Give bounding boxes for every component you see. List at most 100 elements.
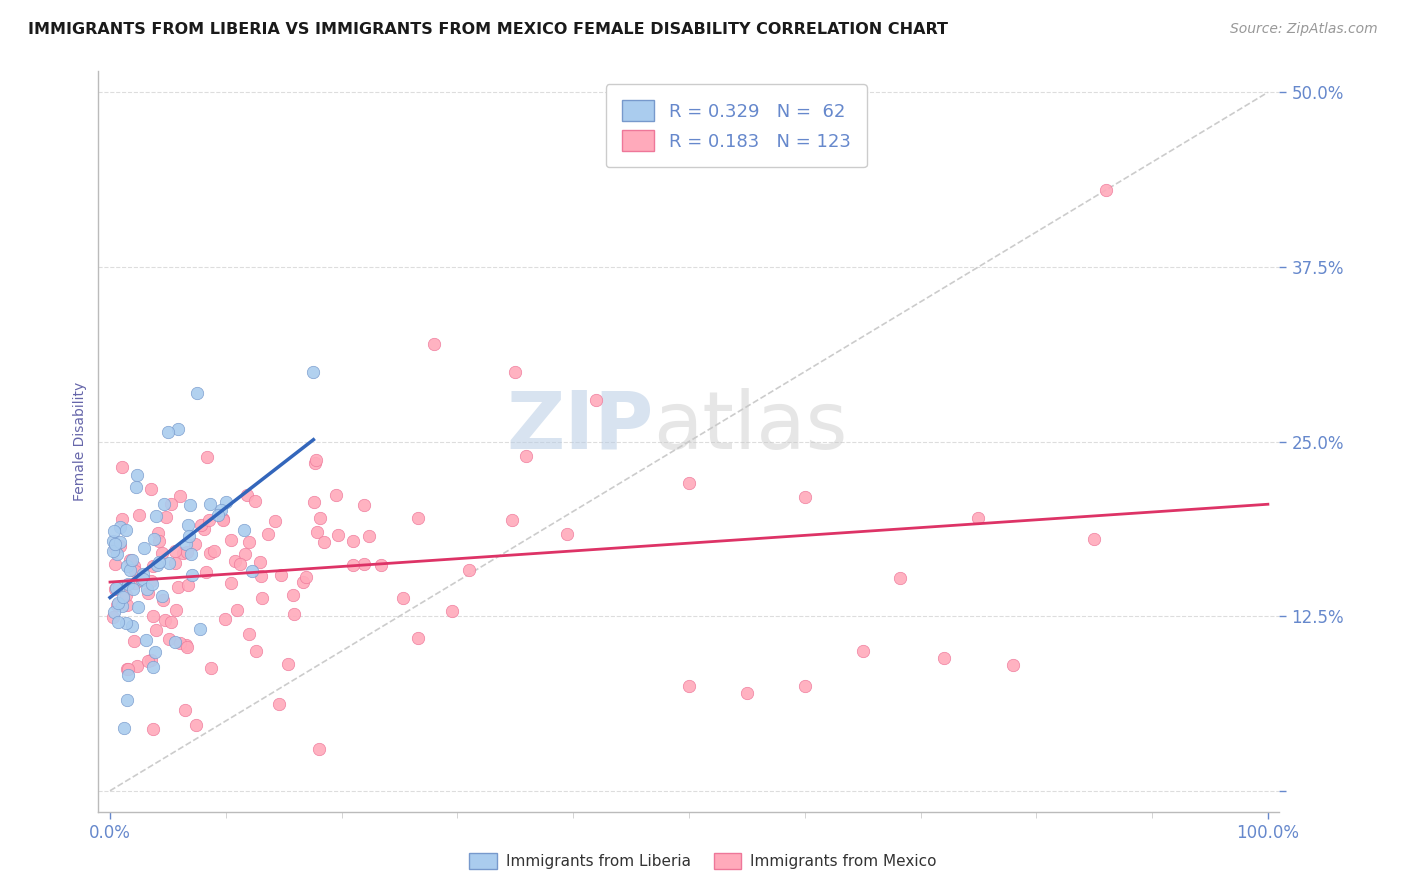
Point (128, 508, 150, 522)
Point (132, 572, 155, 586)
Point (219, 533, 242, 547)
Point (167, 422, 190, 436)
Point (294, 570, 316, 584)
Point (145, 558, 167, 573)
Point (152, 593, 174, 607)
Point (115, 616, 138, 631)
Point (110, 520, 132, 534)
Point (304, 456, 326, 470)
Point (292, 574, 315, 589)
Point (325, 488, 347, 502)
Point (104, 558, 127, 572)
Point (932, 651, 955, 665)
Point (200, 661, 222, 675)
Point (135, 582, 157, 597)
Point (131, 573, 153, 587)
Point (111, 511, 134, 525)
Point (176, 518, 198, 533)
Point (1083, 533, 1105, 547)
Point (172, 546, 194, 560)
Point (238, 534, 260, 549)
Point (233, 547, 256, 561)
Point (173, 703, 195, 717)
Point (136, 654, 159, 668)
Point (353, 498, 375, 512)
Point (186, 385, 208, 400)
Point (122, 582, 145, 596)
Point (243, 493, 266, 508)
Point (103, 534, 125, 549)
Legend: R = 0.329   N =  62, R = 0.183   N = 123: R = 0.329 N = 62, R = 0.183 N = 123 (606, 84, 868, 168)
Point (236, 488, 259, 502)
Point (176, 640, 198, 654)
Point (277, 657, 299, 671)
Point (115, 559, 138, 574)
Point (163, 543, 186, 558)
Point (143, 645, 166, 659)
Point (122, 559, 145, 574)
Point (501, 513, 523, 527)
Point (108, 539, 131, 553)
Point (195, 450, 218, 464)
Point (142, 659, 165, 673)
Point (207, 508, 229, 523)
Point (257, 526, 280, 541)
Point (852, 644, 875, 658)
Point (142, 532, 165, 546)
Point (406, 511, 429, 525)
Point (142, 609, 165, 624)
Point (142, 558, 165, 573)
Point (134, 541, 156, 556)
Point (180, 568, 202, 582)
Point (157, 556, 180, 570)
Point (250, 591, 273, 606)
Point (104, 582, 127, 596)
Point (188, 622, 211, 636)
Point (1002, 658, 1025, 673)
Point (135, 632, 157, 647)
Point (440, 604, 463, 618)
Point (121, 553, 143, 567)
Point (174, 537, 197, 551)
Point (198, 513, 221, 527)
Point (152, 498, 174, 512)
Point (678, 476, 700, 491)
Legend: Immigrants from Liberia, Immigrants from Mexico: Immigrants from Liberia, Immigrants from… (463, 847, 943, 875)
Point (110, 534, 132, 549)
Point (967, 511, 990, 525)
Point (117, 577, 139, 591)
Point (238, 627, 260, 641)
Point (555, 526, 578, 541)
Point (127, 659, 149, 673)
Point (132, 566, 155, 581)
Point (735, 686, 758, 700)
Point (107, 580, 129, 594)
Point (184, 537, 207, 551)
Point (169, 635, 191, 649)
Point (165, 603, 187, 617)
Point (250, 568, 273, 582)
Point (342, 534, 364, 549)
Point (240, 564, 263, 578)
Point (406, 631, 429, 645)
Point (179, 528, 201, 542)
Point (103, 524, 125, 539)
Point (159, 497, 181, 511)
Point (283, 607, 305, 622)
Point (212, 511, 235, 525)
Point (115, 523, 138, 537)
Point (163, 556, 186, 570)
Point (120, 563, 142, 577)
Point (180, 547, 202, 561)
Point (270, 567, 292, 582)
Point (117, 693, 139, 707)
Point (176, 638, 198, 652)
Point (124, 634, 146, 648)
Point (145, 508, 167, 523)
Point (503, 365, 526, 379)
Point (202, 544, 225, 558)
Point (139, 653, 162, 667)
Point (245, 644, 267, 658)
Point (114, 589, 136, 603)
Point (176, 544, 198, 558)
